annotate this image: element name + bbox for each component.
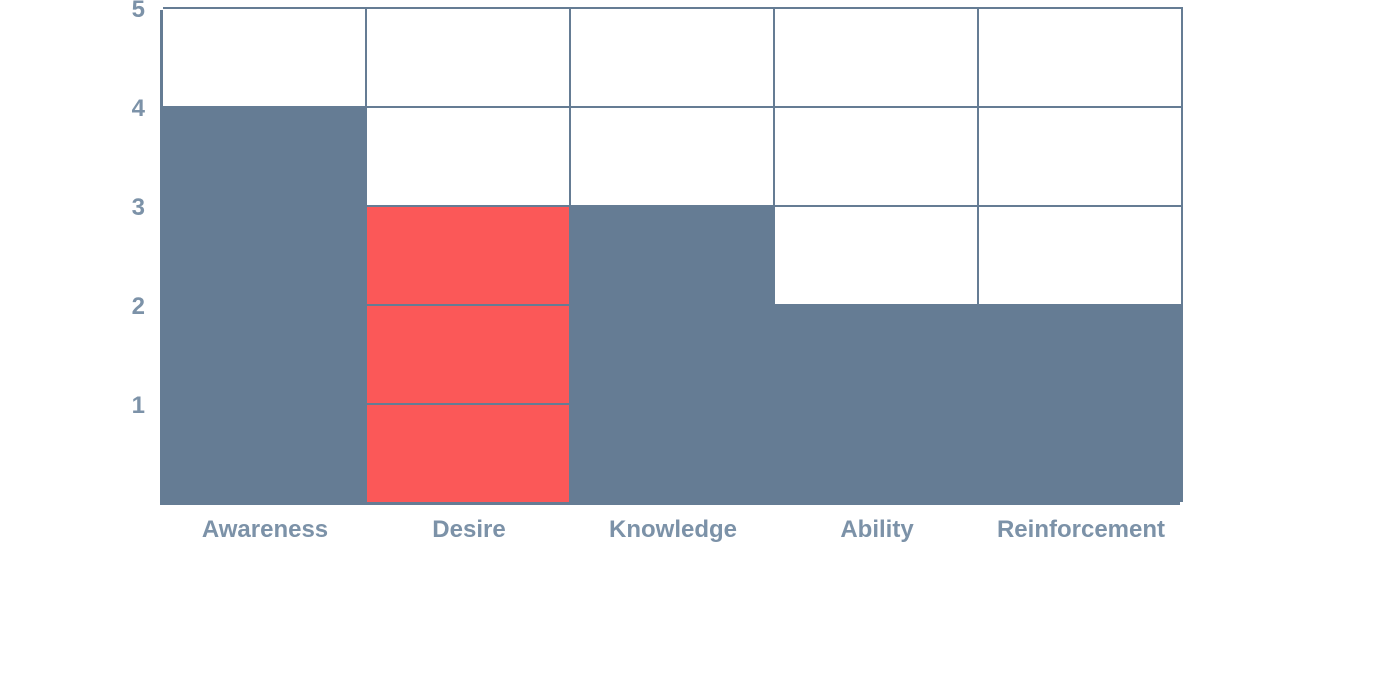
grid-cell [775, 205, 979, 304]
y-tick-label: 5 [132, 0, 163, 24]
grid-cell [775, 7, 979, 106]
grid-cell [367, 304, 571, 403]
grid-cell [163, 7, 367, 106]
y-tick-label: 3 [132, 194, 163, 222]
x-tick-label: Desire [432, 502, 505, 544]
grid-cell [979, 7, 1183, 106]
grid-cell [571, 205, 775, 304]
x-tick-label: Awareness [202, 502, 328, 544]
grid-cell [367, 7, 571, 106]
grid-cell [163, 304, 367, 403]
grid-cell [571, 106, 775, 205]
x-tick-label: Knowledge [609, 502, 737, 544]
grid-cell [775, 304, 979, 403]
y-tick-label: 4 [132, 95, 163, 123]
grid-cell [163, 106, 367, 205]
grid-cell [163, 205, 367, 304]
grid-cell [775, 403, 979, 502]
plot-area: 12345AwarenessDesireKnowledgeAbilityRein… [160, 10, 1180, 505]
grid-cell [979, 205, 1183, 304]
grid-cell [163, 403, 367, 502]
chart-container: 12345AwarenessDesireKnowledgeAbilityRein… [160, 10, 1180, 505]
grid-cell [367, 106, 571, 205]
grid-cell [979, 403, 1183, 502]
x-tick-label: Reinforcement [997, 502, 1165, 544]
x-tick-label: Ability [840, 502, 913, 544]
y-tick-label: 1 [132, 392, 163, 420]
y-tick-label: 2 [132, 293, 163, 321]
grid-cell [571, 403, 775, 502]
grid-cell [367, 403, 571, 502]
grid-cell [775, 106, 979, 205]
grid-cell [367, 205, 571, 304]
grid-cell [571, 7, 775, 106]
grid-cell [571, 304, 775, 403]
bar-chart: 12345AwarenessDesireKnowledgeAbilityRein… [160, 10, 1180, 505]
grid-cell [979, 106, 1183, 205]
grid-cell [979, 304, 1183, 403]
